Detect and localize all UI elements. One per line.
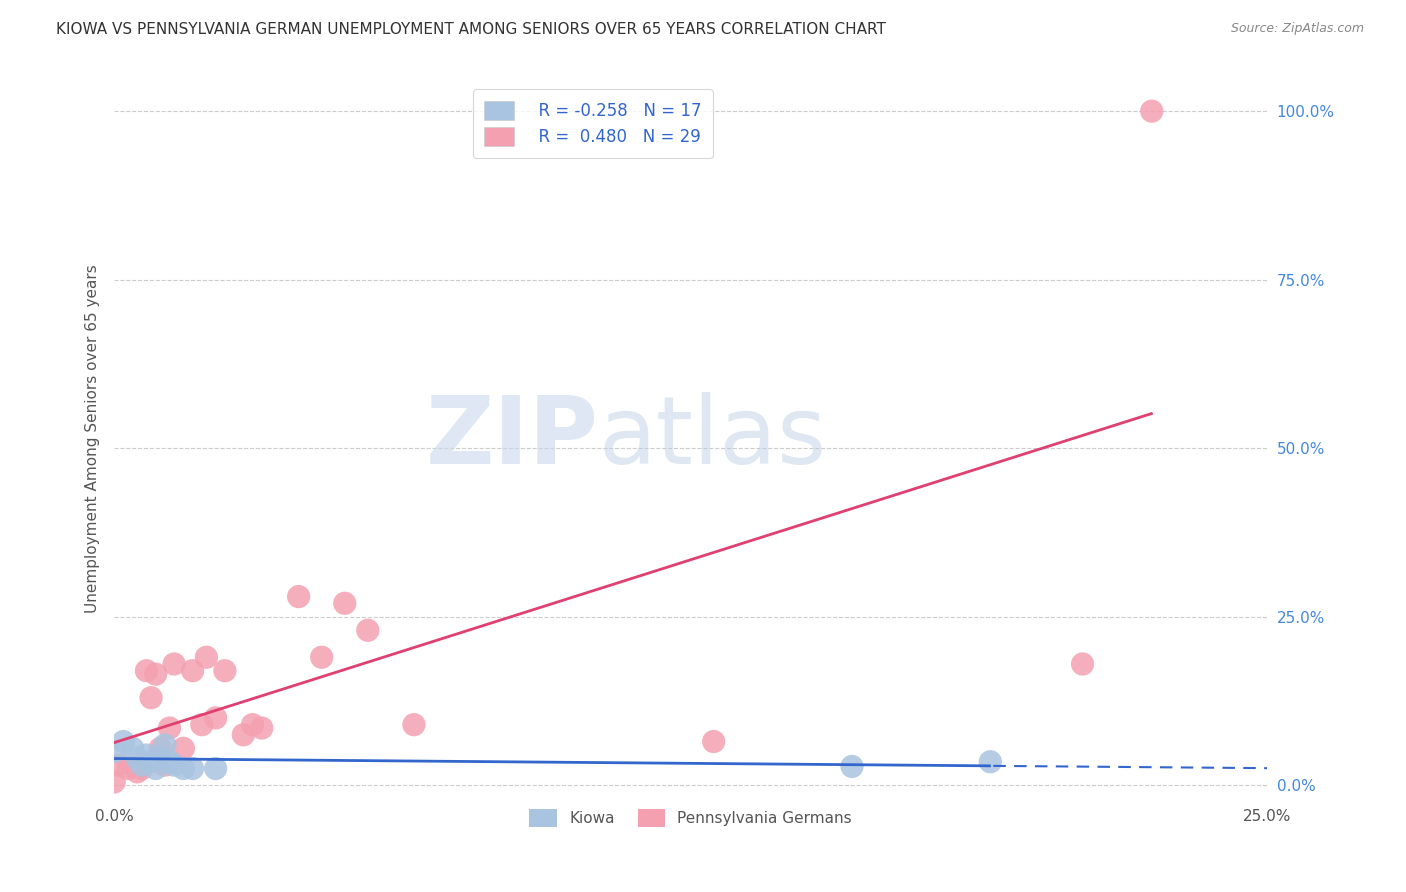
Point xyxy=(357,624,380,638)
Point xyxy=(103,745,125,759)
Point xyxy=(149,751,172,765)
Point xyxy=(181,762,204,776)
Point xyxy=(311,650,333,665)
Point xyxy=(163,758,186,772)
Point xyxy=(1140,104,1163,119)
Point xyxy=(159,755,181,769)
Point xyxy=(250,721,273,735)
Text: ZIP: ZIP xyxy=(426,392,599,484)
Point xyxy=(181,664,204,678)
Point xyxy=(107,758,129,772)
Point xyxy=(153,738,176,752)
Point xyxy=(103,775,125,789)
Text: atlas: atlas xyxy=(599,392,827,484)
Point xyxy=(131,758,153,772)
Point xyxy=(172,762,194,776)
Point xyxy=(204,711,226,725)
Point xyxy=(145,762,167,776)
Point xyxy=(131,762,153,776)
Text: Source: ZipAtlas.com: Source: ZipAtlas.com xyxy=(1230,22,1364,36)
Point xyxy=(127,751,149,765)
Point xyxy=(287,590,309,604)
Point xyxy=(232,728,254,742)
Point xyxy=(163,657,186,671)
Point xyxy=(159,721,181,735)
Point xyxy=(139,755,162,769)
Point xyxy=(117,762,139,776)
Point xyxy=(703,734,725,748)
Point xyxy=(841,759,863,773)
Point xyxy=(121,741,143,756)
Point xyxy=(204,762,226,776)
Point xyxy=(979,755,1001,769)
Point xyxy=(333,596,356,610)
Point xyxy=(145,667,167,681)
Point xyxy=(153,758,176,772)
Point xyxy=(172,741,194,756)
Point xyxy=(149,741,172,756)
Point xyxy=(242,717,264,731)
Y-axis label: Unemployment Among Seniors over 65 years: Unemployment Among Seniors over 65 years xyxy=(86,264,100,613)
Text: KIOWA VS PENNSYLVANIA GERMAN UNEMPLOYMENT AMONG SENIORS OVER 65 YEARS CORRELATIO: KIOWA VS PENNSYLVANIA GERMAN UNEMPLOYMEN… xyxy=(56,22,886,37)
Point xyxy=(127,764,149,779)
Legend: Kiowa, Pennsylvania Germans: Kiowa, Pennsylvania Germans xyxy=(522,802,859,835)
Point xyxy=(1071,657,1094,671)
Point xyxy=(195,650,218,665)
Point xyxy=(402,717,425,731)
Point xyxy=(135,747,157,762)
Point xyxy=(135,664,157,678)
Point xyxy=(139,690,162,705)
Point xyxy=(214,664,236,678)
Point xyxy=(112,734,135,748)
Point xyxy=(191,717,214,731)
